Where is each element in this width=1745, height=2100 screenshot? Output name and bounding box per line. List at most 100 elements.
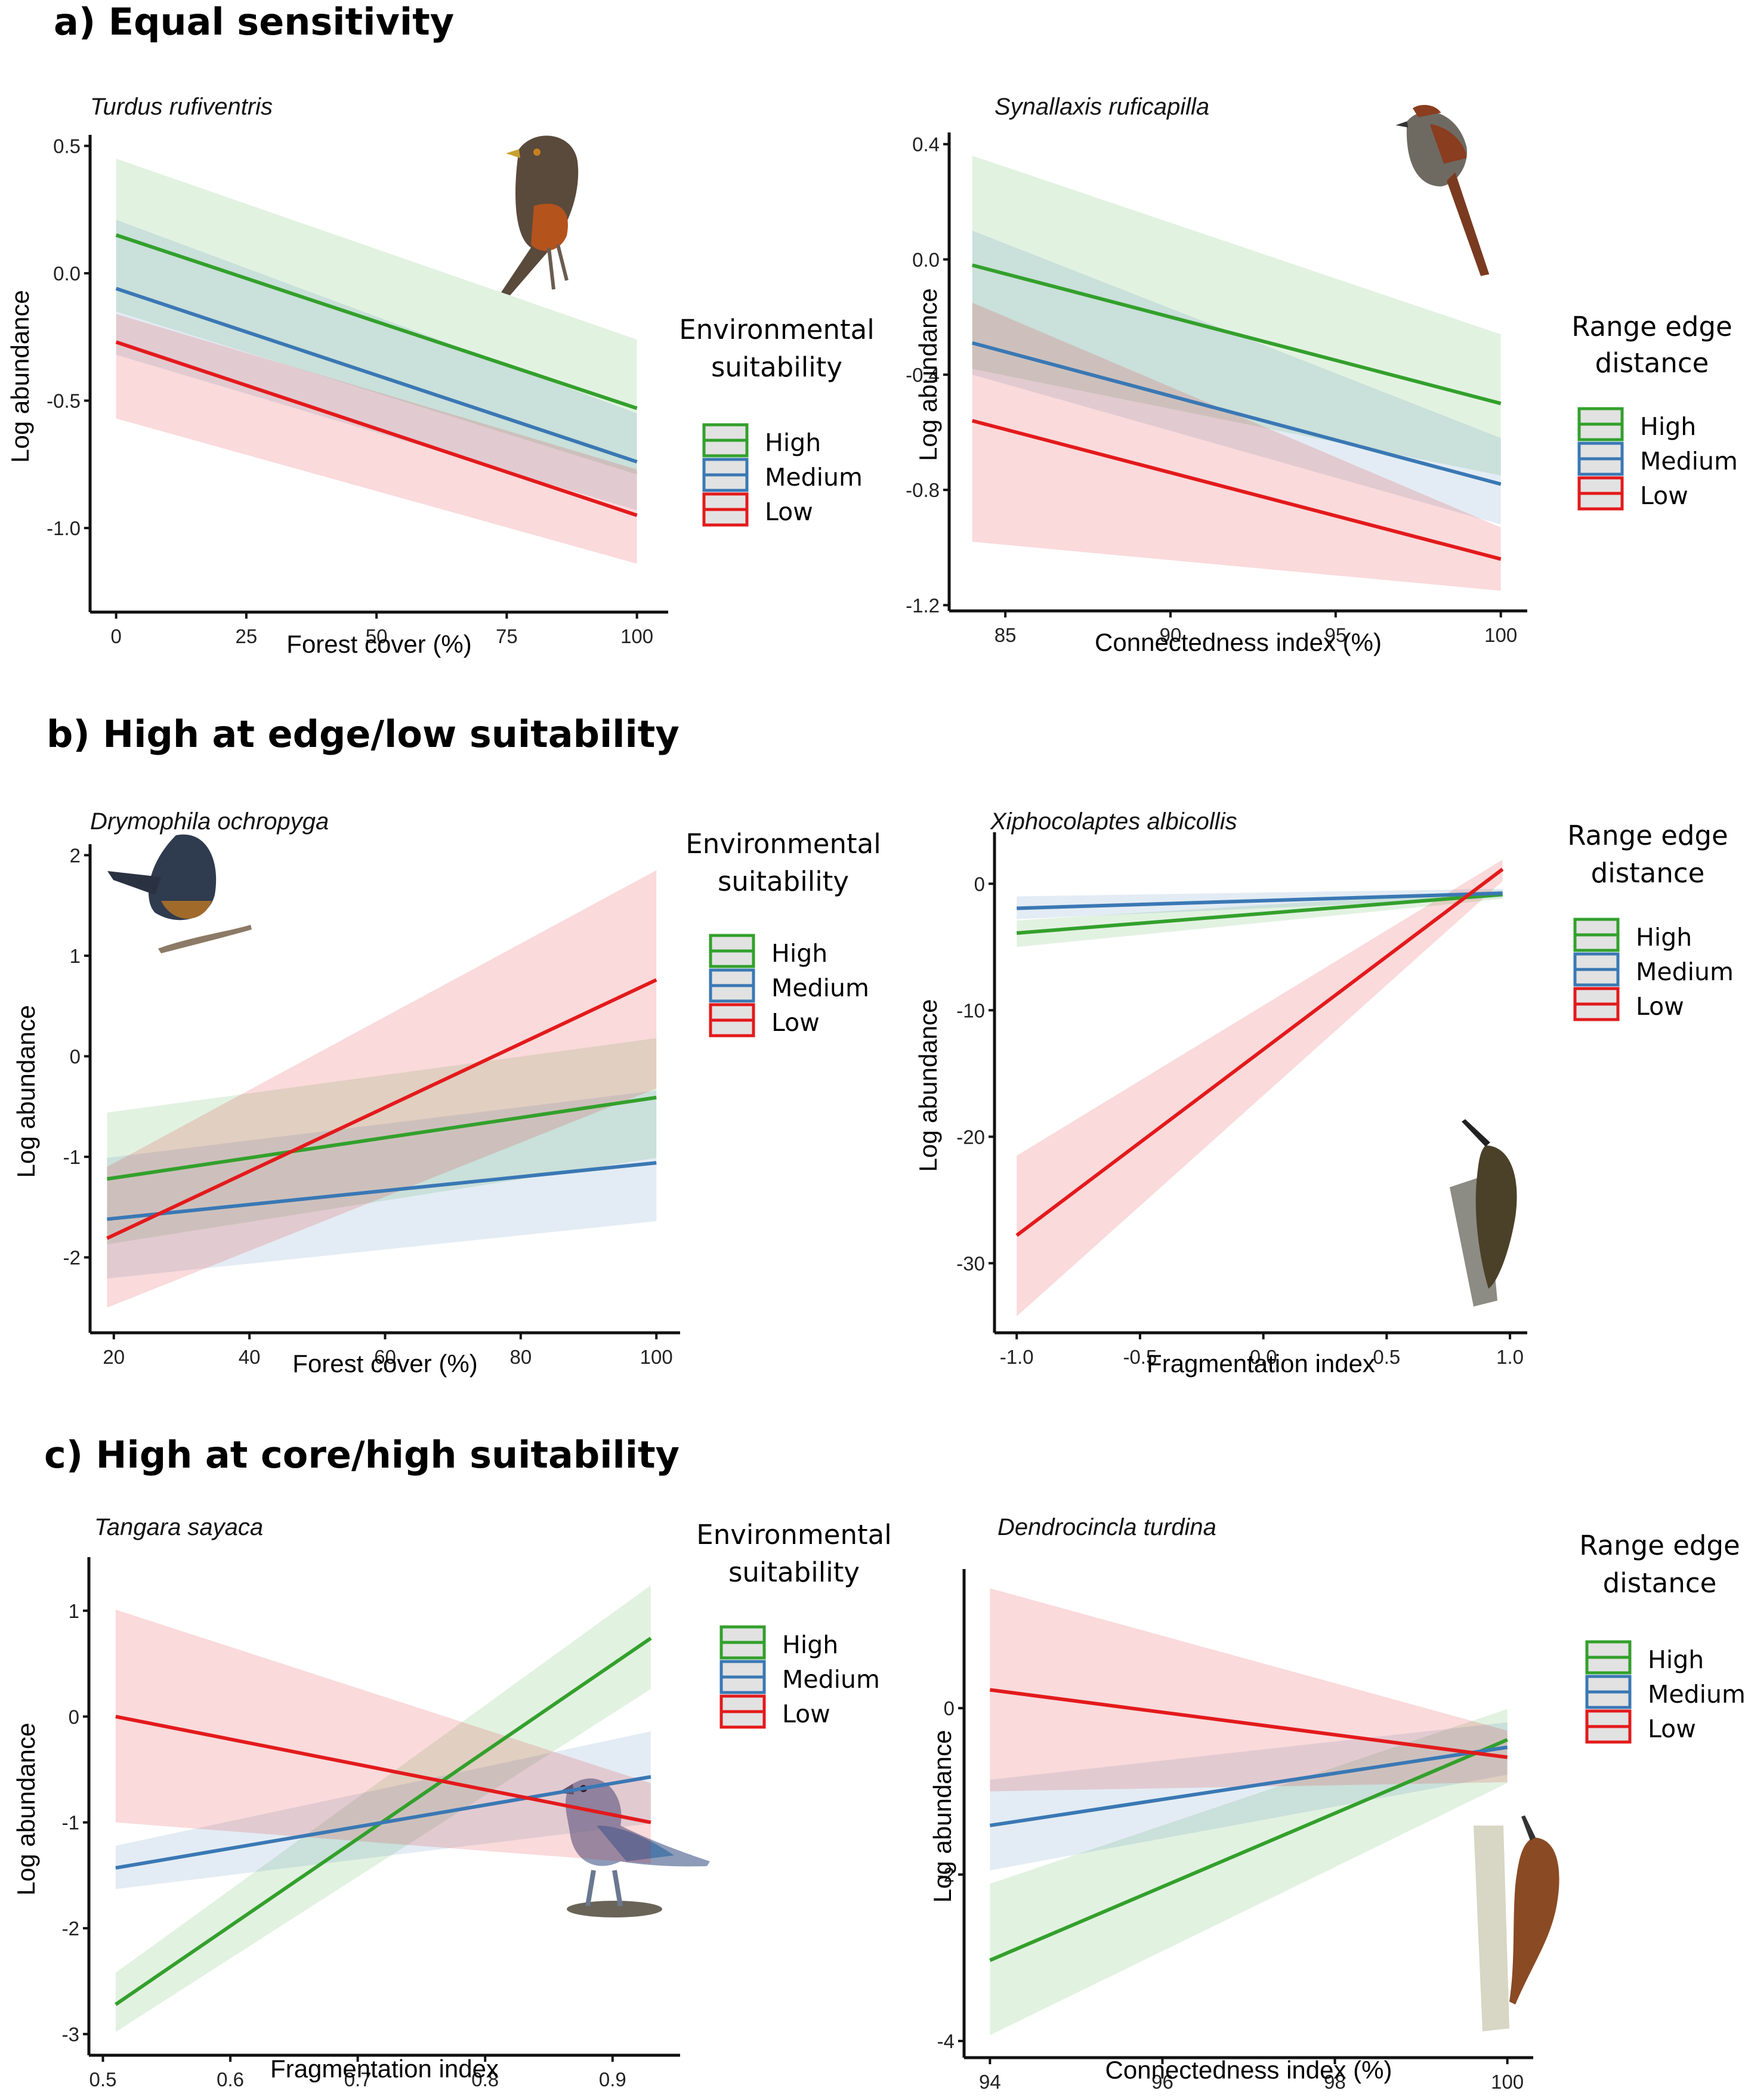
legend-item-low: Low: [702, 492, 813, 527]
y-tick-label: 1: [70, 945, 81, 967]
y-tick-label: -1.2: [906, 594, 940, 616]
x-tick-label: -0.5: [1123, 1346, 1157, 1368]
x-tick-label: 94: [979, 2071, 1001, 2093]
legend-title: suitability: [711, 351, 842, 383]
legend-label: High: [782, 1630, 838, 1659]
y-tick-label: -1: [62, 1812, 79, 1834]
x-tick-label: 100: [620, 625, 653, 647]
bird-beak: [1462, 1119, 1490, 1147]
ci-band-high: [972, 155, 1501, 476]
y-tick-label: -20: [956, 1126, 985, 1148]
x-tick-label: 95: [1324, 624, 1346, 646]
legend-title: suitability: [728, 1557, 860, 1588]
y-axis-label: Log abundance: [12, 1005, 40, 1178]
legend-item-high: High: [1573, 918, 1692, 952]
legend-label: Medium: [765, 463, 863, 492]
legend-item-medium: Medium: [719, 1660, 880, 1694]
series-line-medium: [115, 1775, 651, 1870]
x-tick-label: 0.6: [217, 2068, 244, 2090]
bird-illustration-antwren: [107, 834, 252, 953]
bird-illustration-spinetail: [1395, 104, 1490, 276]
species-title: Tangara sayaca: [94, 1514, 263, 1540]
bird-illustration-woodcreeper: [1450, 1119, 1517, 1307]
ci-band-medium: [990, 1722, 1508, 1871]
series-line-low: [989, 1688, 1508, 1759]
legend-label: Medium: [1640, 447, 1738, 475]
ci-band-low: [972, 302, 1501, 591]
bird-body: [1509, 1838, 1559, 2005]
bird-eye: [533, 149, 541, 156]
x-axis-label: Forest cover (%): [286, 630, 471, 658]
y-tick-label: 0: [69, 1706, 79, 1728]
ci-band-high: [116, 158, 637, 475]
chart-panel-c-left: Tangara sayaca 1 0 -1 -2 -3 0.5 0.6 0.7 0.8 0.9 Fra…: [12, 1514, 892, 2090]
series-line-low: [106, 978, 657, 1240]
ci-band-high: [107, 1038, 657, 1244]
x-tick-label: 20: [103, 1346, 125, 1368]
y-tick-label: -0.4: [906, 364, 940, 386]
chart-panel-a-left: Turdus rufiventris 0.5 0.0 -0.5 -1.0 0 25 50 75 1…: [6, 94, 875, 658]
species-title: Dendrocincla turdina: [997, 1514, 1216, 1540]
bird-body: [1475, 1145, 1517, 1289]
series-line-medium: [971, 341, 1502, 486]
y-tick-label: 1: [69, 1600, 79, 1622]
y-tick-label: -4: [937, 2030, 955, 2052]
bird-cap: [1413, 104, 1441, 118]
x-tick-label: 80: [509, 1346, 532, 1368]
legend-item-medium: Medium: [1577, 441, 1738, 476]
legend-item-low: Low: [1573, 987, 1684, 1021]
legend-item-medium: Medium: [709, 968, 869, 1003]
x-tick-label: 0.5: [1373, 1346, 1400, 1368]
ci-band-medium: [107, 1090, 657, 1278]
bird-perch: [567, 1901, 662, 1917]
x-tick-label: 0.9: [599, 2068, 626, 2090]
y-tick-label: -2: [62, 1917, 79, 1940]
y-tick-label: -1.0: [47, 517, 81, 539]
y-tick-label: 0: [70, 1046, 81, 1068]
legend-item-low: Low: [1585, 1709, 1696, 1744]
legend-title: distance: [1603, 1567, 1717, 1599]
bird-beak: [1395, 121, 1409, 128]
legend-item-low: Low: [709, 1003, 820, 1037]
legend-label: Low: [1648, 1715, 1696, 1743]
x-tick-label: 0.5: [89, 2068, 117, 2090]
bird-body: [149, 834, 217, 921]
bird-wing: [597, 1826, 674, 1861]
legend-label: Medium: [771, 974, 869, 1002]
y-axis-label: Log abundance: [914, 288, 942, 461]
series-line-high: [989, 1738, 1508, 1962]
series-line-high: [106, 1095, 657, 1181]
x-tick-label: 85: [995, 624, 1017, 646]
legend-item-medium: Medium: [1573, 952, 1734, 987]
series-line-medium: [989, 1745, 1508, 1827]
series-line-high: [972, 263, 1502, 406]
legend-title: distance: [1591, 857, 1705, 889]
chart-panel-c-right: Dendrocincla turdina 0 -2 -4 94 96 98 100 Connec…: [928, 1514, 1745, 2093]
bird-wing: [1429, 124, 1467, 164]
bird-belly: [531, 203, 568, 251]
series-line-low: [972, 419, 1502, 561]
ci-band-low: [116, 314, 637, 564]
legend: Environmental suitability High Medium Low: [696, 1519, 892, 1729]
bird-body: [566, 1778, 710, 1867]
series-line-low: [115, 1715, 651, 1824]
y-axis-label: Log abundance: [6, 290, 34, 463]
x-tick-label: 0: [110, 625, 121, 647]
legend: Environmental suitability High Medium Low: [679, 314, 875, 527]
y-axis-label: Log abundance: [914, 999, 942, 1172]
species-title: Xiphocolaptes albicollis: [990, 808, 1237, 835]
ci-band-medium: [115, 1731, 651, 1889]
legend: Range edge distance High Medium Low: [1567, 820, 1734, 1021]
legend-item-high: High: [1577, 407, 1696, 441]
section-heading-b: b) High at edge/low suitability: [47, 712, 680, 756]
x-tick-label: 0.0: [1250, 1346, 1277, 1368]
legend-label: Medium: [782, 1665, 880, 1694]
chart-panel-b-left: Drymophila ochropyga 2 1 0 -1 -2 20 40 60 80 100 Fo…: [12, 808, 881, 1378]
species-title: Turdus rufiventris: [90, 94, 273, 120]
legend: Range edge distance High Medium Low: [1579, 1530, 1745, 1744]
bird-illustration-woodcreeper-brown: [1474, 1815, 1559, 2031]
legend-label: Low: [765, 498, 813, 526]
legend-label: Medium: [1636, 958, 1734, 986]
legend-label: High: [1636, 923, 1692, 952]
